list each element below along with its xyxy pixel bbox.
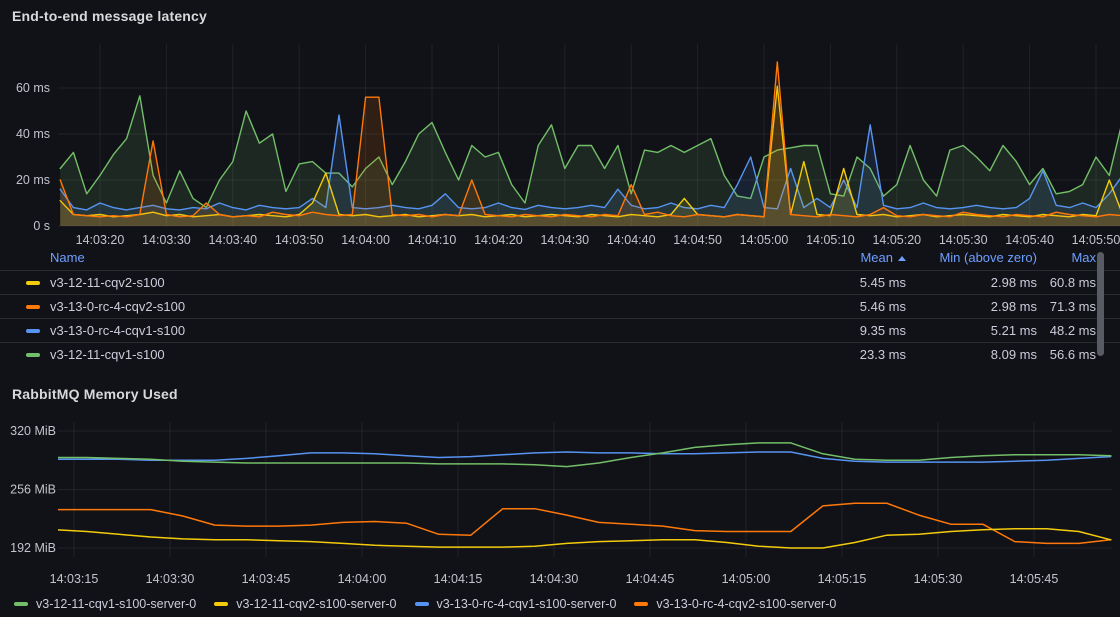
x-axis-tick-label: 14:04:30 [540, 233, 589, 247]
legend-label: v3-13-0-rc-4-cqv1-s100-server-0 [437, 597, 617, 611]
y-axis-tick-label: 60 ms [16, 81, 50, 95]
x-axis-tick-label: 14:04:15 [434, 572, 483, 586]
y-axis-tick-label: 192 MiB [10, 541, 56, 555]
x-axis-tick-label: 14:04:00 [338, 572, 387, 586]
legend-color-swatch [634, 602, 648, 606]
x-axis-tick-label: 14:04:40 [607, 233, 656, 247]
sort-ascending-icon [898, 256, 906, 261]
series-color-swatch [26, 305, 40, 309]
series-line [55, 503, 1111, 543]
table-header-row: Name Mean Min (above zero) Max [0, 248, 1120, 270]
x-axis-tick-label: 14:04:50 [673, 233, 722, 247]
legend-item[interactable]: v3-12-11-cqv2-s100-server-0 [214, 597, 396, 611]
x-axis-tick-label: 14:05:10 [806, 233, 855, 247]
legend-item[interactable]: v3-12-11-cqv1-s100-server-0 [14, 597, 196, 611]
min-cell: 2.98 ms [991, 299, 1037, 314]
y-axis-tick-label: 20 ms [16, 173, 50, 187]
x-axis-tick-label: 14:05:30 [914, 572, 963, 586]
series-name-cell: v3-13-0-rc-4-cqv2-s100 [50, 299, 185, 314]
scrollbar-thumb[interactable] [1097, 252, 1104, 356]
mean-cell: 9.35 ms [860, 323, 906, 338]
max-cell: 56.6 ms [1050, 347, 1096, 362]
x-axis-tick-label: 14:04:00 [341, 233, 390, 247]
series-line [55, 443, 1111, 467]
x-axis-tick-label: 14:03:30 [142, 233, 191, 247]
column-header-name[interactable]: Name [50, 250, 85, 265]
x-axis-tick-label: 14:03:50 [275, 233, 324, 247]
memory-legend: v3-12-11-cqv1-s100-server-0 v3-12-11-cqv2… [14, 594, 836, 614]
x-axis-tick-label: 14:04:20 [474, 233, 523, 247]
x-axis-tick-label: 14:03:20 [76, 233, 125, 247]
latency-panel-title[interactable]: End-to-end message latency [12, 8, 207, 24]
x-axis-tick-label: 14:03:45 [242, 572, 291, 586]
max-cell: 71.3 ms [1050, 299, 1096, 314]
column-header-min[interactable]: Min (above zero) [939, 250, 1037, 265]
max-cell: 48.2 ms [1050, 323, 1096, 338]
memory-panel: RabbitMQ Memory Used 192 MiB 256 MiB 320 M… [0, 380, 1120, 617]
memory-panel-title[interactable]: RabbitMQ Memory Used [12, 386, 178, 402]
series-color-swatch [26, 329, 40, 333]
series-name-cell: v3-12-11-cqv1-s100 [50, 347, 165, 362]
min-cell: 5.21 ms [991, 323, 1037, 338]
x-axis-tick-label: 14:04:30 [530, 572, 579, 586]
series-name-cell: v3-13-0-rc-4-cqv1-s100 [50, 323, 185, 338]
series-color-swatch [26, 281, 40, 285]
x-axis-tick-label: 14:05:00 [740, 233, 789, 247]
x-axis-tick-label: 14:04:10 [408, 233, 457, 247]
grafana-dashboard: End-to-end message latency 0 s 20 ms 40 ms… [0, 0, 1120, 617]
table-body: v3-12-11-cqv2-s1005.45 ms2.98 ms60.8 msv… [0, 270, 1120, 366]
max-cell: 60.8 ms [1050, 275, 1096, 290]
table-row[interactable]: v3-12-11-cqv2-s100 5.45 ms 2.98 ms 60.8 ms [0, 270, 1120, 294]
table-row[interactable]: v3-13-0-rc-4-cqv1-s100 9.35 ms 5.21 ms 48.2… [0, 318, 1120, 342]
table-row[interactable]: v3-12-11-cqv1-s100 23.3 ms 8.09 ms 56.6 ms [0, 342, 1120, 366]
memory-chart[interactable]: 192 MiB 256 MiB 320 MiB 14:03:15 14:03:30 14:… [0, 410, 1120, 594]
mean-cell: 5.46 ms [860, 299, 906, 314]
x-axis-tick-label: 14:04:45 [626, 572, 675, 586]
y-axis-tick-label: 256 MiB [10, 482, 56, 496]
x-axis-tick-label: 14:05:00 [722, 572, 771, 586]
x-axis-tick-label: 14:05:50 [1072, 233, 1120, 247]
latency-chart[interactable]: 0 s 20 ms 40 ms 60 ms 14:03:20 14:03:30 14:03:… [0, 28, 1120, 250]
min-cell: 8.09 ms [991, 347, 1037, 362]
mean-cell: 23.3 ms [860, 347, 906, 362]
latency-panel: End-to-end message latency 0 s 20 ms 40 ms… [0, 0, 1120, 380]
x-axis-tick-label: 14:05:20 [872, 233, 921, 247]
legend-item[interactable]: v3-13-0-rc-4-cqv1-s100-server-0 [415, 597, 617, 611]
min-cell: 2.98 ms [991, 275, 1037, 290]
x-axis-tick-label: 14:03:40 [208, 233, 257, 247]
legend-label: v3-12-11-cqv1-s100-server-0 [36, 597, 196, 611]
x-axis-tick-label: 14:05:30 [939, 233, 988, 247]
x-axis-tick-label: 14:05:40 [1005, 233, 1054, 247]
mean-cell: 5.45 ms [860, 275, 906, 290]
x-axis-tick-label: 14:05:45 [1010, 572, 1059, 586]
table-row[interactable]: v3-13-0-rc-4-cqv2-s100 5.46 ms 2.98 ms 71.3… [0, 294, 1120, 318]
column-header-mean-label: Mean [860, 250, 893, 265]
column-header-mean[interactable]: Mean [860, 250, 906, 265]
legend-color-swatch [415, 602, 429, 606]
series-line [55, 529, 1111, 548]
y-axis-tick-label: 0 s [33, 219, 50, 233]
legend-label: v3-12-11-cqv2-s100-server-0 [236, 597, 396, 611]
x-axis-tick-label: 14:03:15 [50, 572, 99, 586]
column-header-max[interactable]: Max [1071, 250, 1096, 265]
y-axis-tick-label: 40 ms [16, 127, 50, 141]
legend-item[interactable]: v3-13-0-rc-4-cqv2-s100-server-0 [634, 597, 836, 611]
legend-color-swatch [214, 602, 228, 606]
x-axis-tick-label: 14:03:30 [146, 572, 195, 586]
series-name-cell: v3-12-11-cqv2-s100 [50, 275, 165, 290]
x-axis-tick-label: 14:05:15 [818, 572, 867, 586]
series-color-swatch [26, 353, 40, 357]
legend-color-swatch [14, 602, 28, 606]
legend-label: v3-13-0-rc-4-cqv2-s100-server-0 [656, 597, 836, 611]
y-axis-tick-label: 320 MiB [10, 424, 56, 438]
chart-grid [58, 422, 1112, 557]
latency-legend-table: Name Mean Min (above zero) Max v3-12-11-… [0, 248, 1120, 366]
